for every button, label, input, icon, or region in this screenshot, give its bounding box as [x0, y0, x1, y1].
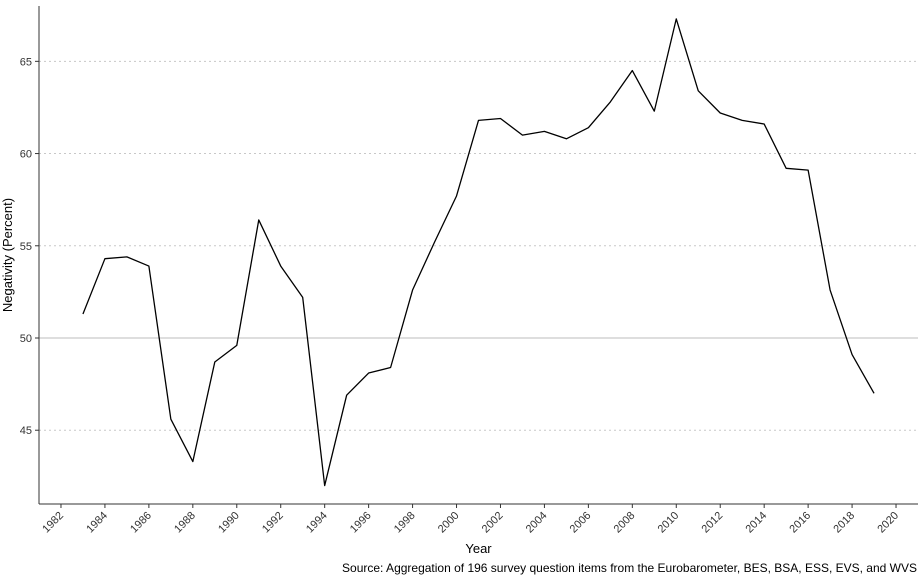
y-tick-label: 55 [20, 241, 32, 253]
x-tick-label: 2000 [436, 510, 462, 536]
x-tick-label: 1992 [260, 510, 286, 536]
x-tick-label: 1982 [40, 510, 66, 536]
x-tick-label: 2004 [524, 510, 550, 536]
x-tick-label: 2006 [568, 510, 594, 536]
x-tick-label: 2008 [612, 510, 638, 536]
y-axis-title: Negativity (Percent) [0, 198, 15, 312]
grid-lines [39, 60, 918, 431]
x-tick-label: 2014 [743, 510, 769, 536]
x-tick-label: 1996 [348, 510, 374, 536]
y-tick-label: 45 [20, 425, 32, 437]
series-layer [82, 18, 875, 487]
x-tick-label: 1984 [84, 510, 110, 536]
x-tick-label: 1994 [304, 510, 330, 536]
y-tick-label: 50 [20, 333, 32, 345]
x-tick-label: 1986 [128, 510, 154, 536]
x-tick-label: 2012 [700, 510, 726, 536]
x-tick-label: 1990 [216, 510, 242, 536]
x-tick-label: 2016 [787, 510, 813, 536]
x-tick-label: 1998 [392, 510, 418, 536]
source-caption: Source: Aggregation of 196 survey questi… [342, 561, 917, 575]
y-tick-label: 60 [20, 149, 32, 161]
x-tick-label: 2010 [656, 510, 682, 536]
x-tick-label: 1988 [172, 510, 198, 536]
x-axis-title: Year [465, 541, 492, 556]
tick-labels: 45 50 55 60 65 1982 1984 1986 1988 1990 1992 1994 19… [20, 56, 901, 535]
x-tick-label: 2002 [480, 510, 506, 536]
axes [38, 6, 918, 505]
x-tick-label: 2018 [831, 510, 857, 536]
y-tick-label: 65 [20, 56, 32, 68]
series-line-1 [82, 18, 875, 487]
x-tick-label: 2020 [875, 510, 901, 536]
